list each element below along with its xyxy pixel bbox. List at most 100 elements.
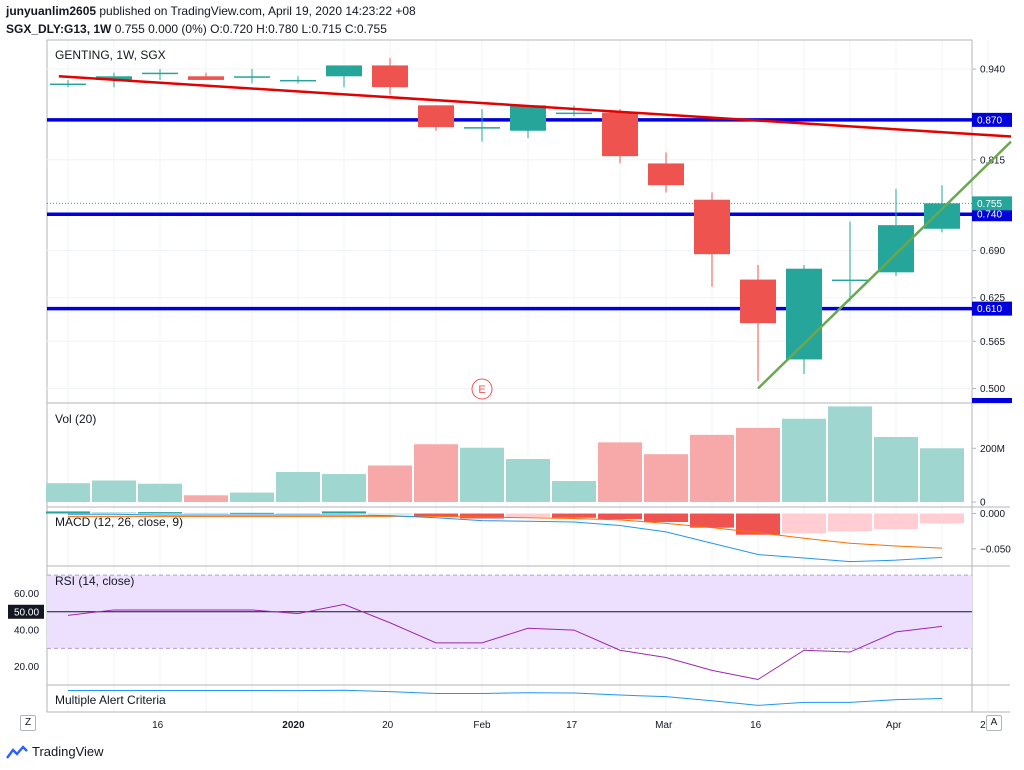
macd-histogram-bar <box>782 513 826 534</box>
ohlc-quote: 0.755 0.000 (0%) O:0.720 H:0.780 L:0.715… <box>111 22 387 36</box>
volume-bar <box>230 492 274 502</box>
rsi-pane-title: RSI (14, close) <box>55 574 134 588</box>
last-price-label: 0.755 <box>977 199 1002 210</box>
candle-body <box>556 112 592 115</box>
candle <box>464 108 500 142</box>
candle <box>510 105 546 139</box>
time-tick-label: 17 <box>566 720 578 731</box>
price-tick-label: 0.940 <box>980 65 1005 76</box>
time-tick-label: Feb <box>473 720 491 731</box>
candle-body <box>280 79 316 82</box>
macd-histogram-bar <box>644 513 688 523</box>
volume-tick-label: 200M <box>980 444 1005 455</box>
rsi-tick-label: 60.00 <box>14 589 39 600</box>
resistance-trendline <box>58 75 1012 138</box>
candle-body <box>740 279 776 324</box>
volume-bar <box>782 418 826 502</box>
candle <box>188 72 224 80</box>
brand-name: TradingView <box>32 744 104 759</box>
macd-histogram-bar <box>736 513 780 535</box>
volume-bar <box>46 483 90 502</box>
price-tick-label: 0.690 <box>980 246 1005 257</box>
candle-body <box>786 268 822 360</box>
publish-header: junyuanlim2605 published on TradingView.… <box>6 4 416 18</box>
macd-tick-label: −0.050 <box>980 544 1011 555</box>
candle-body <box>924 203 960 229</box>
level-badge-label: 0.870 <box>977 115 1002 126</box>
candle-body <box>326 65 362 77</box>
macd-histogram-bar <box>414 513 458 517</box>
macd-histogram-bar <box>874 513 918 530</box>
time-tick-label: 16 <box>750 720 762 731</box>
volume-bar <box>506 459 550 502</box>
candle-body <box>602 112 638 157</box>
candle <box>418 105 454 131</box>
macd-line <box>68 513 943 563</box>
support-trendline <box>757 140 1012 390</box>
candle-body <box>50 83 86 86</box>
time-tick-label: 2020 <box>282 720 305 731</box>
macd-pane: 0.000 −0.050 MACD (12, 26, close, 9) <box>46 509 1011 563</box>
volume-bar <box>414 444 458 502</box>
volume-pane-title: Vol (20) <box>55 412 96 426</box>
zoom-toggle-button[interactable]: Z <box>20 715 36 731</box>
auto-scale-button[interactable]: A <box>986 715 1002 731</box>
macd-histogram-bar <box>46 511 90 514</box>
rsi-midline-label: 50.00 <box>14 607 39 618</box>
candle-body <box>832 279 868 282</box>
macd-histogram-bar <box>690 513 734 528</box>
time-tick-label: 16 <box>152 720 164 731</box>
price-tick-label: 0.625 <box>980 293 1005 304</box>
macd-signal-line <box>68 515 943 549</box>
time-tick-label: Apr <box>886 720 902 731</box>
brand-footer[interactable]: TradingView <box>6 744 104 759</box>
volume-tick-label: 0 <box>980 498 986 509</box>
candle <box>50 79 86 88</box>
candle-body <box>694 199 730 255</box>
macd-histogram-bar <box>322 511 366 514</box>
volume-bar <box>644 454 688 502</box>
symbol-label: SGX_DLY:G13, 1W <box>6 22 112 36</box>
price-tick-label: 0.565 <box>980 337 1005 348</box>
publish-info: published on TradingView.com, April 19, … <box>96 4 416 18</box>
tradingview-logo-icon <box>6 744 28 759</box>
quote-header: SGX_DLY:G13, 1W 0.755 0.000 (0%) O:0.720… <box>6 22 387 36</box>
level-badge-label: 0.610 <box>977 304 1002 315</box>
candle-body <box>418 105 454 128</box>
macd-histogram-bar <box>368 513 412 515</box>
earnings-marker <box>471 378 493 400</box>
candle <box>832 221 868 302</box>
candle <box>280 76 316 84</box>
macd-histogram-bar <box>276 513 320 515</box>
level-badge <box>972 112 1012 127</box>
rsi-midline-badge <box>8 604 44 619</box>
cutoff-badge <box>972 398 1012 403</box>
price-pane-title: GENTING, 1W, SGX <box>55 48 166 62</box>
earnings-marker-label: E <box>478 384 485 396</box>
alert-pane: Multiple Alert Criteria <box>55 689 943 707</box>
candle <box>648 152 684 193</box>
candle-body <box>510 105 546 131</box>
time-tick-label: 20 <box>980 720 992 731</box>
rsi-tick-label: 20.00 <box>14 662 39 673</box>
volume-bar <box>138 483 182 502</box>
candle <box>234 69 270 84</box>
candle-body <box>142 72 178 75</box>
level-badge-label: 0.740 <box>977 210 1002 221</box>
volume-bar <box>322 474 366 502</box>
candle <box>602 108 638 164</box>
volume-bar <box>874 437 918 502</box>
macd-histogram-bar <box>92 512 136 514</box>
level-badge <box>972 301 1012 316</box>
alert-line <box>68 689 943 706</box>
volume-bar <box>184 495 228 502</box>
volume-bar <box>276 471 320 502</box>
rsi-tick-label: 40.00 <box>14 626 39 637</box>
macd-histogram-bar <box>460 513 504 519</box>
macd-histogram-bar <box>138 512 182 514</box>
macd-histogram-bar <box>230 512 274 514</box>
author-name[interactable]: junyuanlim2605 <box>6 4 97 18</box>
time-axis: ec16202020Feb17Mar16Apr20 <box>21 720 991 731</box>
candle <box>694 192 730 287</box>
